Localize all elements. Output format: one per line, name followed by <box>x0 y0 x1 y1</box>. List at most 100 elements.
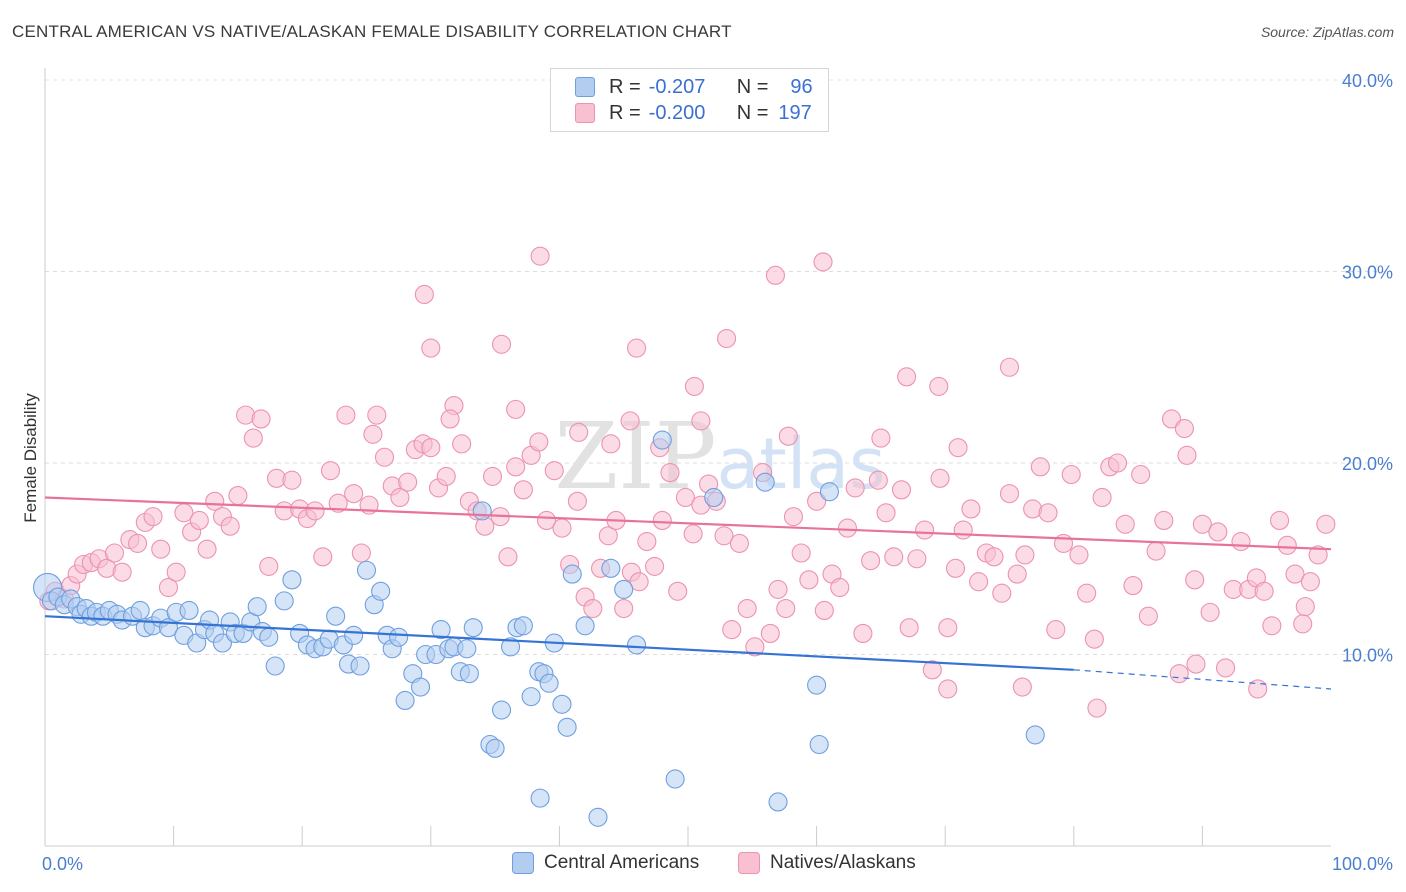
data-point <box>868 470 888 490</box>
bottom-legend-label: Central Americans <box>544 852 700 873</box>
data-point <box>999 484 1020 504</box>
data-point <box>768 579 788 599</box>
data-point <box>614 598 634 619</box>
data-point <box>513 480 533 500</box>
data-point <box>691 411 711 431</box>
data-point <box>459 664 479 684</box>
data-point <box>128 533 148 553</box>
data-point <box>575 616 595 636</box>
data-point <box>645 556 665 576</box>
data-point <box>112 562 132 582</box>
data-point <box>1293 614 1313 634</box>
data-point <box>938 679 958 699</box>
data-point <box>1231 531 1251 552</box>
legend-r-value: -0.207 <box>648 75 706 98</box>
data-point <box>1038 503 1058 523</box>
chart-title: CENTRAL AMERICAN VS NATIVE/ALASKAN FEMAL… <box>12 22 732 41</box>
data-point <box>539 673 559 693</box>
legend-swatch-blue <box>575 77 595 97</box>
gridlines <box>45 79 1392 655</box>
data-point <box>637 531 657 552</box>
data-point <box>1077 583 1097 603</box>
data-point <box>328 493 348 513</box>
data-point <box>684 376 704 396</box>
data-point <box>953 520 973 540</box>
data-point <box>1285 564 1305 584</box>
data-point <box>1146 541 1166 561</box>
data-point <box>629 572 649 592</box>
data-point <box>259 556 279 576</box>
data-point <box>398 472 418 492</box>
data-point <box>1069 545 1089 565</box>
data-point <box>675 487 695 508</box>
bottom-legend-swatch-pink <box>738 852 760 874</box>
data-point <box>228 486 248 506</box>
data-point <box>652 430 672 450</box>
data-point <box>583 598 603 619</box>
data-point <box>421 438 441 458</box>
axes <box>44 68 1331 847</box>
data-point <box>440 409 460 429</box>
data-point <box>778 426 798 446</box>
data-point <box>1215 658 1236 678</box>
data-point <box>374 447 395 467</box>
data-point <box>567 491 587 511</box>
data-point <box>500 637 521 657</box>
data-point <box>506 399 526 419</box>
data-point <box>1025 725 1045 745</box>
data-point <box>807 491 827 511</box>
legend-n-label: N = <box>736 101 769 124</box>
data-point <box>1007 564 1027 584</box>
data-point <box>104 543 124 563</box>
data-point <box>745 637 765 657</box>
data-point <box>1046 620 1066 640</box>
data-point <box>513 616 533 636</box>
legend-row-central-americans: R = -0.207 N = 96 <box>575 75 813 99</box>
data-point <box>945 558 966 578</box>
data-point <box>683 524 703 544</box>
data-point <box>158 577 179 598</box>
data-point <box>1270 510 1290 531</box>
data-point <box>166 562 186 582</box>
data-point <box>389 627 409 647</box>
data-point <box>992 583 1012 603</box>
bottom-legend-swatch-blue <box>512 852 534 874</box>
data-point <box>652 510 672 531</box>
data-point <box>130 600 150 621</box>
stats-legend: R = -0.207 N = 96 R = -0.200 N = 197 <box>550 68 829 132</box>
data-point <box>243 428 263 448</box>
data-point <box>410 677 431 697</box>
y-tick-label: 20.0% <box>1342 454 1393 474</box>
data-point <box>765 265 785 285</box>
data-point <box>807 675 827 695</box>
data-point <box>1248 679 1268 699</box>
legend-n-label: N = <box>736 75 769 98</box>
data-point <box>463 618 483 638</box>
data-point <box>837 518 858 538</box>
data-point <box>1208 522 1228 542</box>
data-point <box>897 367 917 387</box>
data-point <box>390 487 410 508</box>
data-point <box>999 357 1020 377</box>
data-point <box>452 434 472 454</box>
data-point <box>1169 664 1189 684</box>
data-point <box>948 438 968 458</box>
data-point <box>1061 464 1081 485</box>
data-point <box>884 547 904 567</box>
data-point <box>544 461 564 481</box>
data-point <box>305 501 325 521</box>
data-point <box>1154 510 1174 531</box>
data-point <box>1254 581 1274 601</box>
data-point <box>247 597 267 617</box>
data-point <box>320 461 341 481</box>
data-point <box>1087 698 1107 718</box>
data-point <box>1131 464 1151 485</box>
data-point <box>969 572 989 592</box>
data-point <box>614 579 634 599</box>
legend-r-label: R = <box>609 101 641 124</box>
data-point <box>984 547 1004 567</box>
data-point <box>915 520 935 540</box>
data-point <box>313 547 333 567</box>
data-point <box>601 558 621 578</box>
data-point <box>491 334 512 354</box>
